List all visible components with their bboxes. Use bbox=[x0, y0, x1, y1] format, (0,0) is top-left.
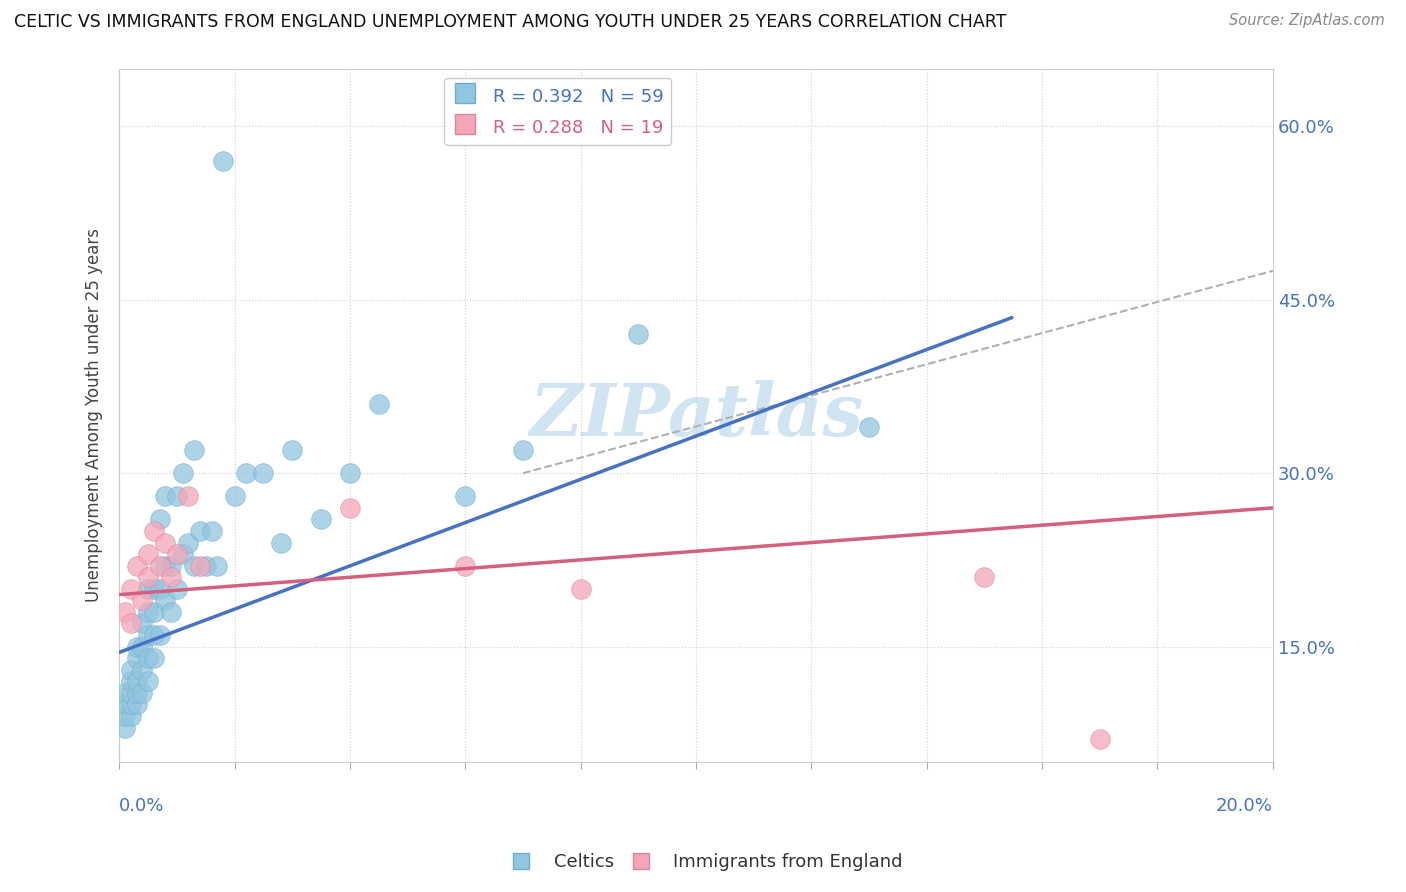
Point bbox=[339, 500, 361, 515]
Point bbox=[224, 489, 246, 503]
Point bbox=[114, 721, 136, 735]
Point bbox=[155, 558, 177, 573]
Point bbox=[270, 535, 292, 549]
Point bbox=[194, 558, 217, 573]
Point bbox=[120, 698, 142, 712]
Point bbox=[155, 489, 177, 503]
Point bbox=[125, 651, 148, 665]
Point bbox=[120, 616, 142, 631]
Point bbox=[142, 628, 165, 642]
Point bbox=[166, 582, 188, 596]
Point bbox=[160, 570, 183, 584]
Point bbox=[160, 558, 183, 573]
Point bbox=[183, 558, 205, 573]
Point bbox=[188, 524, 211, 538]
Point bbox=[512, 443, 534, 458]
Point bbox=[125, 686, 148, 700]
Point bbox=[212, 154, 235, 169]
Point bbox=[142, 605, 165, 619]
Text: 0.0%: 0.0% bbox=[120, 797, 165, 815]
Point bbox=[309, 512, 332, 526]
Point bbox=[207, 558, 229, 573]
Point bbox=[114, 698, 136, 712]
Text: CELTIC VS IMMIGRANTS FROM ENGLAND UNEMPLOYMENT AMONG YOUTH UNDER 25 YEARS CORREL: CELTIC VS IMMIGRANTS FROM ENGLAND UNEMPL… bbox=[14, 13, 1007, 31]
Point bbox=[177, 489, 200, 503]
Point bbox=[136, 570, 159, 584]
Point bbox=[166, 489, 188, 503]
Point bbox=[131, 663, 153, 677]
Point bbox=[125, 558, 148, 573]
Text: 20.0%: 20.0% bbox=[1216, 797, 1272, 815]
Text: ZIPatlas: ZIPatlas bbox=[529, 380, 863, 450]
Point bbox=[136, 628, 159, 642]
Point bbox=[252, 466, 274, 480]
Point bbox=[858, 420, 880, 434]
Point bbox=[177, 535, 200, 549]
Point bbox=[125, 674, 148, 689]
Point bbox=[235, 466, 257, 480]
Text: Source: ZipAtlas.com: Source: ZipAtlas.com bbox=[1229, 13, 1385, 29]
Point bbox=[339, 466, 361, 480]
Point bbox=[149, 558, 172, 573]
Legend: Celtics, Immigrants from England: Celtics, Immigrants from England bbox=[496, 847, 910, 879]
Point bbox=[454, 558, 477, 573]
Point bbox=[120, 709, 142, 723]
Point bbox=[454, 489, 477, 503]
Point bbox=[125, 640, 148, 654]
Y-axis label: Unemployment Among Youth under 25 years: Unemployment Among Youth under 25 years bbox=[86, 228, 103, 602]
Point bbox=[155, 593, 177, 607]
Point bbox=[131, 640, 153, 654]
Point bbox=[172, 547, 194, 561]
Point bbox=[114, 605, 136, 619]
Point bbox=[569, 582, 592, 596]
Point bbox=[142, 651, 165, 665]
Point bbox=[136, 651, 159, 665]
Point bbox=[125, 698, 148, 712]
Point bbox=[142, 524, 165, 538]
Point bbox=[142, 582, 165, 596]
Point bbox=[973, 570, 995, 584]
Point bbox=[114, 709, 136, 723]
Point bbox=[172, 466, 194, 480]
Point bbox=[281, 443, 304, 458]
Point bbox=[627, 327, 650, 342]
Point bbox=[166, 547, 188, 561]
Point bbox=[200, 524, 222, 538]
Point bbox=[367, 397, 389, 411]
Point bbox=[131, 686, 153, 700]
Point bbox=[188, 558, 211, 573]
Point bbox=[149, 582, 172, 596]
Point bbox=[1088, 732, 1111, 747]
Point bbox=[136, 582, 159, 596]
Point bbox=[136, 605, 159, 619]
Point bbox=[120, 674, 142, 689]
Point bbox=[131, 616, 153, 631]
Point bbox=[136, 547, 159, 561]
Point bbox=[160, 605, 183, 619]
Point bbox=[120, 663, 142, 677]
Point bbox=[155, 535, 177, 549]
Point bbox=[120, 582, 142, 596]
Point bbox=[114, 686, 136, 700]
Legend: R = 0.392   N = 59, R = 0.288   N = 19: R = 0.392 N = 59, R = 0.288 N = 19 bbox=[444, 78, 671, 145]
Point bbox=[136, 674, 159, 689]
Point bbox=[131, 593, 153, 607]
Point bbox=[120, 686, 142, 700]
Point bbox=[149, 628, 172, 642]
Point bbox=[149, 512, 172, 526]
Point bbox=[183, 443, 205, 458]
